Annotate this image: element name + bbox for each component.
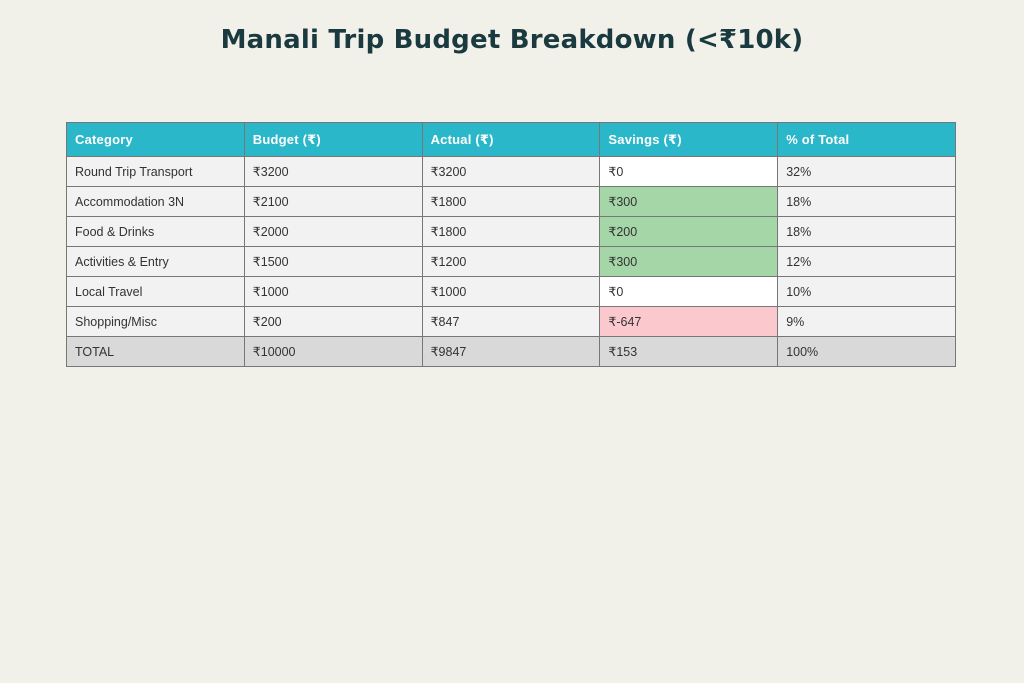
category-cell: Shopping/Misc (66, 306, 245, 337)
savings-cell: ₹-647 (599, 306, 779, 337)
column-header-of-total: % of Total (777, 122, 956, 157)
table-row: Food & Drinks ₹2000 ₹1800 ₹200 18% (66, 216, 956, 247)
budget-cell: ₹3200 (243, 156, 423, 187)
column-header-category: Category (66, 122, 245, 157)
header-row: Category Budget (₹) Actual (₹) Savings (₹)%… (66, 122, 956, 157)
actual-cell: ₹1000 (421, 276, 601, 307)
percent-cell: 18% (777, 186, 956, 217)
budget-table: Category Budget (₹) Actual (₹) Savings (₹)%… (66, 122, 956, 367)
percent-cell: 9% (777, 306, 956, 337)
column-header-budget: Budget (₹) (243, 122, 423, 157)
table-row: Shopping/Misc ₹200 ₹847 ₹-647 9% (66, 306, 956, 337)
category-cell: Accommodation 3N (66, 186, 245, 217)
budget-cell: ₹10000 (243, 336, 423, 367)
savings-cell: ₹300 (599, 246, 779, 277)
actual-cell: ₹1200 (421, 246, 601, 277)
savings-cell: ₹200 (599, 216, 779, 247)
budget-cell: ₹200 (243, 306, 423, 337)
category-cell: Food & Drinks (66, 216, 245, 247)
page-title: Manali Trip Budget Breakdown (<₹10k) (220, 25, 804, 55)
percent-cell: 12% (777, 246, 956, 277)
budget-cell: ₹2000 (243, 216, 423, 247)
category-cell: Local Travel (66, 276, 245, 307)
actual-cell: ₹1800 (421, 186, 601, 217)
savings-cell: ₹0 (599, 276, 779, 307)
category-cell: Round Trip Transport (66, 156, 245, 187)
table-row: Round Trip Transport ₹3200 ₹3200 ₹0 32% (66, 156, 956, 187)
savings-cell: ₹0 (599, 156, 779, 187)
percent-cell: 100% (777, 336, 956, 367)
table-body: Round Trip Transport ₹3200 ₹3200 ₹0 32% Accom… (66, 156, 956, 367)
budget-cell: ₹1500 (243, 246, 423, 277)
table-row: Local Travel ₹1000 ₹1000 ₹0 10% (66, 276, 956, 307)
budget-cell: ₹2100 (243, 186, 423, 217)
actual-cell: ₹1800 (421, 216, 601, 247)
category-cell: Activities & Entry (66, 246, 245, 277)
table-row: Accommodation 3N ₹2100 ₹1800 ₹300 18% (66, 186, 956, 217)
percent-cell: 10% (777, 276, 956, 307)
savings-cell: ₹153 (599, 336, 779, 367)
table-header: Category Budget (₹) Actual (₹) Savings (₹)%… (66, 122, 956, 157)
column-header-actual: Actual (₹) (421, 122, 601, 157)
category-cell: TOTAL (66, 336, 245, 367)
actual-cell: ₹847 (421, 306, 601, 337)
budget-cell: ₹1000 (243, 276, 423, 307)
percent-cell: 18% (777, 216, 956, 247)
table-row: Activities & Entry ₹1500 ₹1200 ₹300 12% (66, 246, 956, 277)
actual-cell: ₹3200 (421, 156, 601, 187)
actual-cell: ₹9847 (421, 336, 601, 367)
percent-cell: 32% (777, 156, 956, 187)
column-header-savings: Savings (₹) (599, 122, 779, 157)
table-row-total: TOTAL ₹10000 ₹9847 ₹153 100% (66, 336, 956, 367)
savings-cell: ₹300 (599, 186, 779, 217)
